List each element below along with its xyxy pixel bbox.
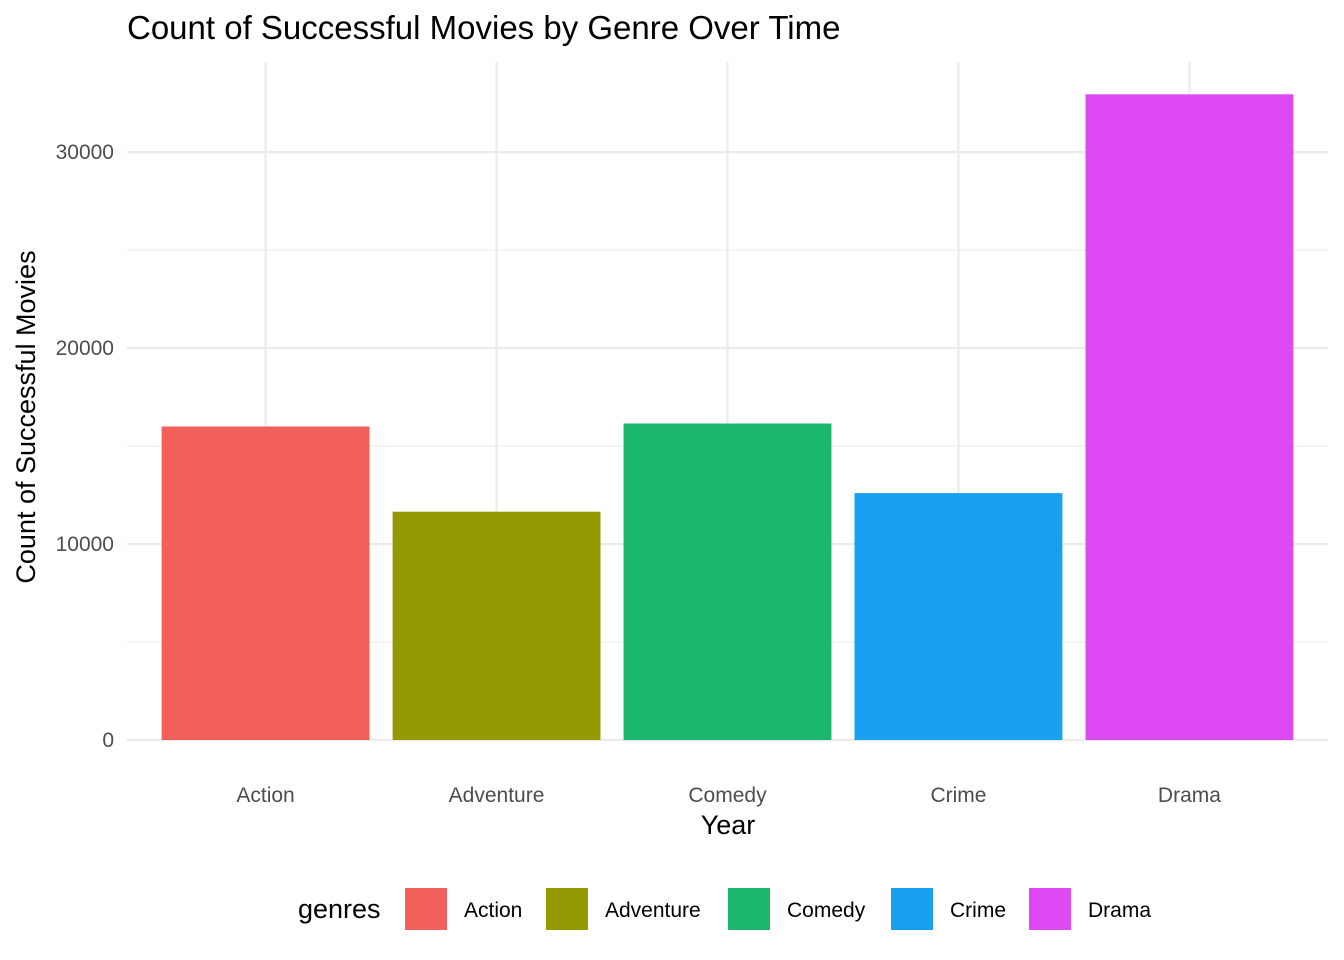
y-tick-label: 0 [102, 729, 114, 752]
bar-crime [854, 493, 1063, 740]
legend-key-action [405, 888, 447, 930]
legend-items: Action Adventure Comedy Crime Drama [405, 888, 1151, 930]
y-tick-label: 10000 [56, 533, 114, 556]
bar-action [161, 426, 370, 740]
legend-label-action: Action [464, 899, 522, 922]
legend-key-crime [891, 888, 933, 930]
legend: genres Action Adventure Comedy Crime Drama [298, 888, 1151, 930]
x-tick-label: Comedy [688, 784, 767, 807]
legend-label-crime: Crime [950, 899, 1006, 922]
legend-label-comedy: Comedy [787, 899, 866, 922]
x-tick-label: Action [236, 784, 294, 807]
x-tick-label: Adventure [449, 784, 545, 807]
chart-title: Count of Successful Movies by Genre Over… [127, 9, 840, 46]
legend-key-adventure [546, 888, 588, 930]
y-axis-ticks: 0 10000 20000 30000 [56, 141, 114, 752]
legend-title: genres [298, 894, 381, 924]
y-tick-label: 20000 [56, 337, 114, 360]
x-axis-title: Year [701, 810, 756, 840]
bars [161, 94, 1294, 740]
legend-label-drama: Drama [1088, 899, 1151, 922]
legend-key-comedy [728, 888, 770, 930]
x-axis-ticks: Action Adventure Comedy Crime Drama [236, 784, 1221, 807]
x-tick-label: Crime [930, 784, 986, 807]
bar-comedy [623, 423, 832, 740]
y-tick-label: 30000 [56, 141, 114, 164]
legend-label-adventure: Adventure [605, 899, 701, 922]
bar-adventure [392, 511, 601, 740]
x-tick-label: Drama [1158, 784, 1221, 807]
legend-key-drama [1029, 888, 1071, 930]
y-axis-title: Count of Successful Movies [11, 250, 41, 583]
bar-drama [1085, 94, 1294, 740]
